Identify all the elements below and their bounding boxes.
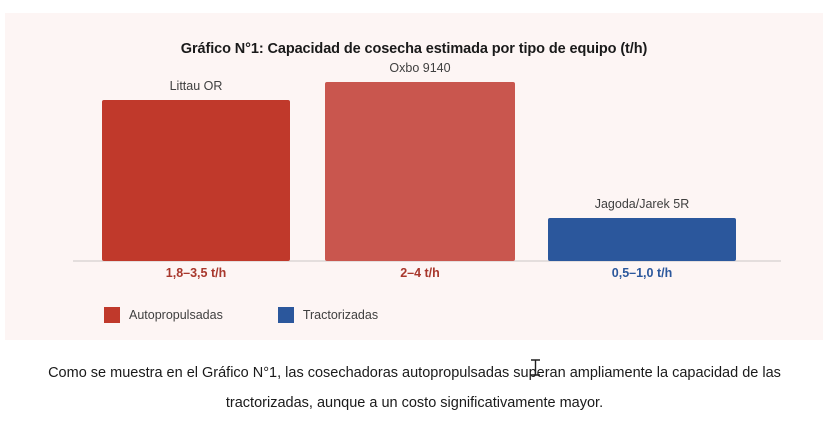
legend-swatch-icon-tractorizadas	[277, 307, 294, 323]
legend-label-autopropulsadas: Autopropulsadas	[129, 308, 223, 322]
bar-littau-or[interactable]	[102, 100, 290, 261]
legend-swatch-icon-autopropulsadas	[104, 307, 120, 323]
chart-legend: Autopropulsadas Tractorizadas	[104, 307, 378, 323]
bar-category-label-littau-or: Littau OR	[169, 79, 223, 93]
chart-caption-text: Como se muestra en el Gráfico N°1, las c…	[48, 365, 781, 411]
legend-item-autopropulsadas[interactable]: Autopropulsadas	[104, 307, 223, 323]
chart-title: Gráfico N°1: Capacidad de cosecha estima…	[180, 41, 648, 57]
bar-jagoda-jarek-5r[interactable]	[548, 218, 736, 261]
bar-value-label-oxbo-9140: 2–4 t/h	[400, 266, 440, 280]
chart-card: Gráfico N°1: Capacidad de cosecha estima…	[5, 13, 823, 340]
legend-label-tractorizadas: Tractorizadas	[302, 308, 379, 322]
legend-item-tractorizadas[interactable]: Tractorizadas	[277, 307, 379, 323]
bar-category-label-oxbo-9140: Oxbo 9140	[389, 61, 451, 75]
plot-area: Littau OR 1,8–3,5 t/h Oxbo 9140 2–4 t/h …	[5, 13, 823, 293]
bar-oxbo-9140[interactable]	[325, 82, 515, 261]
x-axis-baseline	[73, 260, 781, 262]
bar-value-label-littau-or: 1,8–3,5 t/h	[165, 266, 227, 280]
bar-value-label-jagoda-jarek-5r: 0,5–1,0 t/h	[611, 266, 673, 280]
bar-category-label-jagoda-jarek-5r: Jagoda/Jarek 5R	[594, 197, 690, 211]
